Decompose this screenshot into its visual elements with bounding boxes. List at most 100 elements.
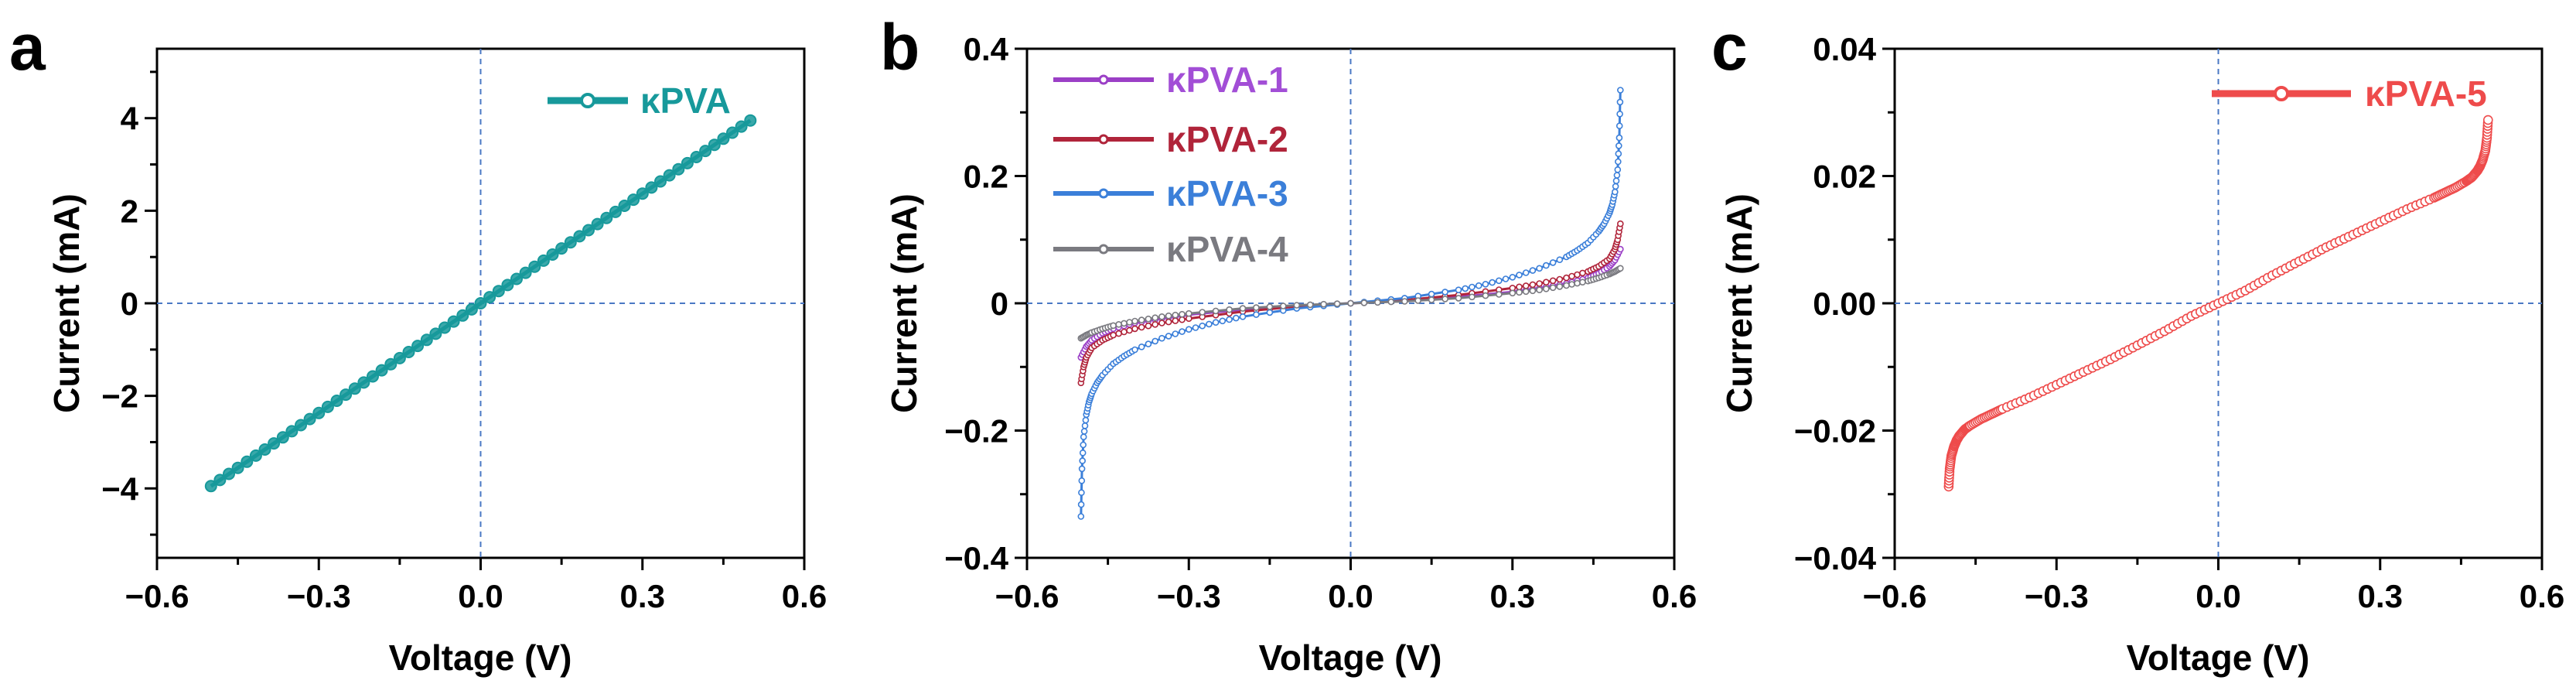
- panel-b-x-tick-label: 0.6: [1652, 578, 1697, 614]
- panel-a-series-1-point: [492, 285, 505, 298]
- panel-b-series-2-point: [1579, 269, 1586, 277]
- panel-a-series-1-point: [636, 187, 649, 200]
- panel-b-series-4-point: [1320, 300, 1327, 308]
- panel-a-series-1-point: [285, 425, 299, 438]
- panel-c-x-tick-label: −0.6: [1863, 578, 1927, 614]
- panel-b-series-4-point: [1138, 316, 1145, 323]
- panel-b-y-tick-label: 0.4: [964, 31, 1009, 67]
- panel-b-series-4-point: [1131, 317, 1138, 325]
- panel-b-series-3-point: [1462, 285, 1469, 292]
- panel-b-series-3-point: [1469, 283, 1476, 291]
- panel-b-series-3-point: [1522, 269, 1530, 276]
- panel-b-series-4-point: [1199, 309, 1206, 316]
- panel-a-series-1-point: [708, 138, 721, 152]
- panel-b-series-3-point: [1616, 98, 1624, 106]
- panel-b-series-4-point: [1374, 299, 1381, 306]
- panel-a-series-1-point: [717, 132, 730, 145]
- panel-a-series-1-point: [681, 156, 694, 169]
- panel-b-series-3-point: [1502, 275, 1510, 282]
- panel-b-series-3-point: [1233, 314, 1240, 322]
- panel-c-y-tick-label: 0.04: [1813, 31, 1876, 67]
- panel-b-series-3-point: [1529, 267, 1537, 274]
- panel-b-series-4-point: [1568, 281, 1575, 288]
- panel-a-series-1-point: [241, 455, 254, 468]
- panel-b-series-4-point: [1414, 297, 1421, 304]
- panel-b-series-3-point: [1516, 272, 1523, 279]
- panel-a-series-1-point: [231, 461, 244, 474]
- panel-a-x-tick-label: −0.3: [287, 578, 351, 614]
- panel-a-series-1-point: [213, 473, 227, 487]
- panel-a-series-1-point: [429, 327, 442, 340]
- panel-b-x-ticks: −0.6 −0.3 0.0 0.3 0.6: [995, 558, 1697, 614]
- panel-a-x-tick-label: −0.6: [125, 578, 189, 614]
- panel-b-series-4-point: [1428, 296, 1435, 303]
- panel-b-series-4-point: [1549, 284, 1557, 292]
- panel-b-series-4-point: [1115, 320, 1122, 328]
- panel-b-x-tick-label: −0.6: [995, 578, 1059, 614]
- panel-b-series-2-point: [1556, 275, 1564, 283]
- panel-b-series-3-point: [1206, 320, 1213, 328]
- panel-b-series-2-point: [1126, 326, 1133, 334]
- panel-a-series-1-point: [456, 309, 469, 322]
- panel-a-legend-label: κPVA: [640, 80, 731, 121]
- panel-b-series-4-point: [1482, 292, 1489, 299]
- panel-b-y-axis-title: Current (mA): [884, 193, 924, 413]
- panel-a-y-tick-label: 4: [121, 101, 139, 137]
- panel-a-series-1-point: [321, 400, 334, 413]
- panel-b-series-4-point: [1455, 295, 1462, 302]
- panel-c-y-tick-label: 0.00: [1813, 285, 1876, 322]
- panel-b-series-4-point: [1574, 279, 1581, 287]
- panel-a-series: [204, 114, 757, 493]
- panel-a-series-1-point: [330, 395, 343, 407]
- panel-b-series-3-point: [1078, 465, 1086, 473]
- panel-b-series-3-point: [1239, 313, 1247, 320]
- panel-a-series-1-point: [744, 114, 757, 127]
- panel-b-series-3-point: [1172, 330, 1179, 337]
- panel-b-legend-item-3: κPVA-3: [1053, 173, 1288, 214]
- panel-b-series-3-point: [1475, 282, 1482, 289]
- panel-a-series-1-point: [528, 260, 541, 273]
- panel-b-series-3-point: [1138, 343, 1145, 350]
- panel-b-legend-item-1: κPVA-1: [1053, 60, 1288, 100]
- panel-b-series-3-point: [1145, 340, 1152, 347]
- panel-c-y-ticks: −0.04 −0.02 0.00 0.02 0.04: [1794, 31, 1895, 576]
- panel-a-series-1-point: [474, 297, 487, 309]
- panel-a-legend-marker: [580, 93, 595, 108]
- panel-a-y-tick-label: 2: [121, 193, 138, 229]
- panel-a-series-1-point: [384, 357, 397, 371]
- panel-b-series-3-point: [1152, 337, 1158, 345]
- panel-b-series-3-point: [1253, 311, 1260, 318]
- panel-a-series-1-point: [402, 346, 415, 358]
- panel-b-series-4-point: [1536, 286, 1543, 294]
- panel-b-series-3-point: [1219, 317, 1227, 325]
- panel-a-series-1-point: [375, 364, 388, 377]
- panel-b-series-3-point: [1079, 457, 1086, 464]
- panel-b-legend-item-4: κPVA-4: [1053, 229, 1288, 269]
- panel-a-series-1-point: [393, 351, 406, 364]
- panel-b-series-3-point: [1078, 477, 1086, 484]
- panel-a-series-1-point: [312, 406, 326, 419]
- panel-b-series-3-point: [1612, 183, 1619, 190]
- panel-c-x-tick-label: 0.0: [2196, 578, 2240, 614]
- panel-b-series-2-point: [1179, 316, 1186, 323]
- panel-b-x-tick-label: 0.3: [1490, 578, 1535, 614]
- panel-b-series-3-point: [1165, 333, 1172, 340]
- panel-b-series-4-point: [1387, 298, 1395, 306]
- panel-a-series-1-point: [573, 230, 586, 243]
- panel-b-series-2-point: [1522, 282, 1530, 289]
- panel-b-series-3-point: [1158, 334, 1165, 342]
- panel-a-series-1-point: [627, 193, 640, 207]
- panel-c-x-tick-label: 0.6: [2520, 578, 2564, 614]
- panel-b-series-4-point: [1401, 298, 1408, 305]
- panel-b-series-3-point: [1616, 134, 1623, 142]
- panel-b-legend: κPVA-1 κPVA-2 κPVA-3 κPVA-4: [1053, 60, 1288, 269]
- panel-b-series-3-point: [1080, 441, 1087, 449]
- panel-b-x-tick-label: −0.3: [1157, 578, 1221, 614]
- panel-b-series-2-point: [1172, 317, 1179, 324]
- panel-b-series-3-point: [1131, 346, 1138, 354]
- panel-c-legend-label: κPVA-5: [2365, 74, 2487, 114]
- panel-c-series: [1943, 115, 2493, 492]
- panel-a-series-1-point: [295, 419, 307, 432]
- panel-a-y-axis-title: Current (mA): [46, 193, 87, 413]
- panel-b-series-3-point: [1616, 122, 1623, 129]
